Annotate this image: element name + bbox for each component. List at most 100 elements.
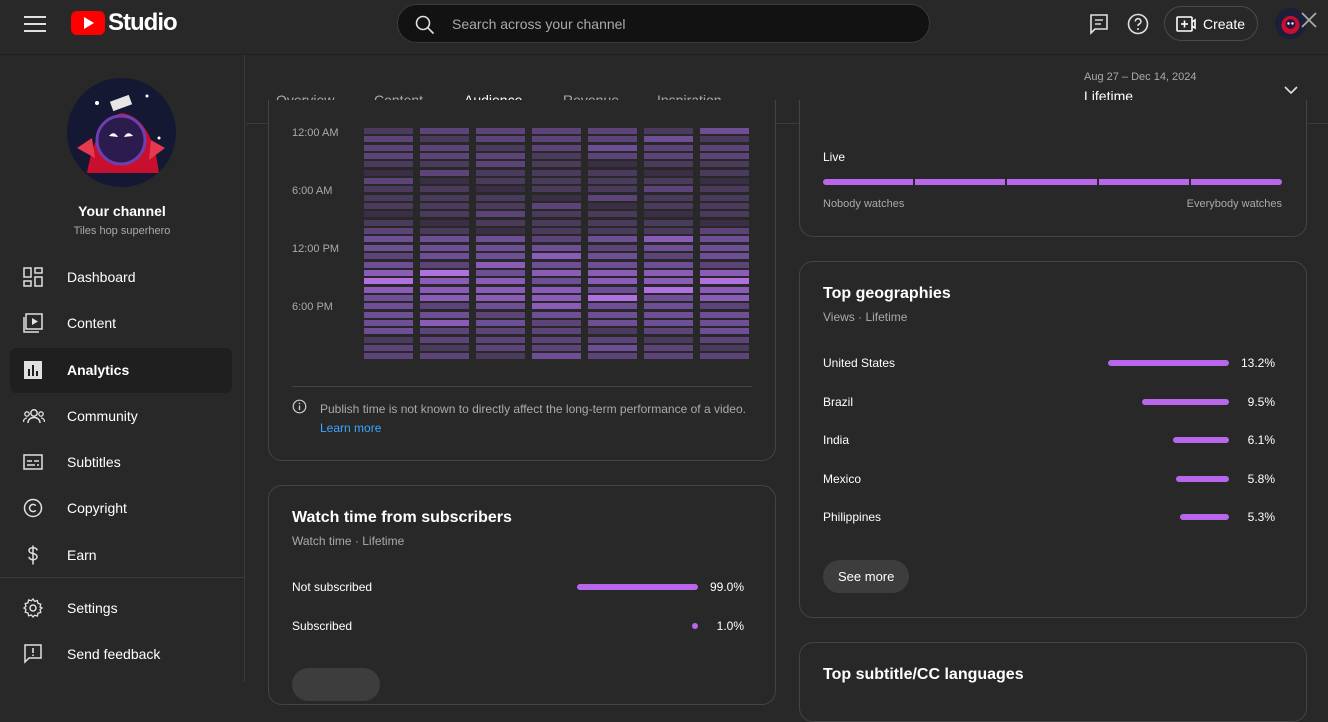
- app-title[interactable]: Studio: [108, 9, 178, 36]
- heatmap-cell: [532, 136, 581, 143]
- heatmap-cell: [532, 294, 581, 301]
- heatmap-cell: [364, 303, 413, 310]
- heatmap-cell: [700, 194, 749, 201]
- heatmap-cell: [588, 303, 637, 310]
- heatmap-cell: [532, 269, 581, 276]
- heatmap-cell: [420, 344, 469, 351]
- heatmap-cell: [532, 328, 581, 335]
- channel-avatar[interactable]: [67, 78, 176, 187]
- row-value: 9.5%: [1247, 394, 1275, 409]
- sidebar-item-content[interactable]: Content: [10, 301, 232, 346]
- geographies-card: [799, 261, 1307, 618]
- heatmap-cell: [364, 228, 413, 235]
- hour-label: 12:00 PM: [292, 243, 340, 255]
- search-input[interactable]: [452, 13, 902, 35]
- value-bar: [577, 584, 698, 590]
- heatmap-cell: [532, 228, 581, 235]
- search-bar[interactable]: [397, 4, 930, 43]
- sidebar-item-send-feedback[interactable]: Send feedback: [10, 632, 232, 677]
- heatmap-cell: [420, 136, 469, 143]
- info-icon[interactable]: [292, 399, 307, 414]
- heatmap-cell: [588, 161, 637, 168]
- heatmap-cell: [700, 211, 749, 218]
- heatmap-cell: [588, 211, 637, 218]
- heatmap-cell: [420, 236, 469, 243]
- account-avatar[interactable]: [1275, 8, 1306, 39]
- live-scale-segment: [1099, 179, 1189, 185]
- heatmap-cell: [644, 128, 693, 134]
- heatmap-cell: [588, 128, 637, 134]
- heatmap-cell: [588, 169, 637, 176]
- create-button[interactable]: Create: [1164, 6, 1258, 41]
- value-bar: [692, 623, 698, 629]
- sidebar-item-analytics[interactable]: Analytics: [10, 348, 232, 393]
- heatmap-cell: [532, 144, 581, 151]
- feedback-message-icon[interactable]: [1087, 12, 1111, 36]
- subtitles-icon: [23, 454, 43, 470]
- heatmap-cell: [700, 253, 749, 260]
- heatmap-cell: [588, 186, 637, 193]
- heatmap-cell: [364, 161, 413, 168]
- heatmap-cell: [364, 178, 413, 185]
- heatmap-cell: [700, 261, 749, 268]
- heatmap-cell: [420, 253, 469, 260]
- learn-more-link[interactable]: Learn more: [320, 421, 382, 435]
- heatmap-cell: [420, 203, 469, 210]
- heatmap-cell: [588, 203, 637, 210]
- heatmap-cell: [420, 178, 469, 185]
- row-label: United States: [823, 356, 896, 370]
- sidebar-item-copyright[interactable]: Copyright: [10, 486, 232, 531]
- row-value: 6.1%: [1247, 433, 1275, 448]
- heatmap-cell: [420, 219, 469, 226]
- row-label: Subscribed: [292, 619, 353, 633]
- heatmap-cell: [644, 294, 693, 301]
- heatmap-cell: [644, 261, 693, 268]
- heatmap-cell: [532, 319, 581, 326]
- subscribers-see-more-button[interactable]: [292, 668, 380, 701]
- close-icon[interactable]: [1298, 9, 1320, 31]
- value-bar: [1108, 360, 1229, 366]
- live-scale-left: Nobody watches: [823, 198, 905, 210]
- geographies-see-more-button[interactable]: See more: [823, 560, 910, 593]
- sidebar-item-subtitles[interactable]: Subtitles: [10, 440, 232, 485]
- heatmap-cell: [700, 219, 749, 226]
- heatmap-cell: [700, 319, 749, 326]
- sidebar-divider: [0, 577, 244, 578]
- heatmap-cell: [476, 353, 525, 360]
- heatmap-cell: [364, 194, 413, 201]
- heatmap-cell: [420, 211, 469, 218]
- channel-title[interactable]: Your channel: [78, 203, 166, 219]
- heatmap-cell: [476, 136, 525, 143]
- chevron-down-icon[interactable]: [1282, 81, 1300, 99]
- sidebar-item-label: Copyright: [67, 500, 127, 516]
- sidebar: Your channel Tiles hop superhero Dashboa…: [0, 55, 245, 682]
- heatmap-cell: [364, 219, 413, 226]
- help-icon[interactable]: [1126, 12, 1150, 36]
- heatmap-cell: [532, 344, 581, 351]
- heatmap-cell: [644, 153, 693, 160]
- heatmap-cell: [420, 153, 469, 160]
- heatmap-cell: [700, 236, 749, 243]
- heatmap-cell: [588, 294, 637, 301]
- heatmap-cell: [364, 211, 413, 218]
- sidebar-item-settings[interactable]: Settings: [10, 586, 232, 631]
- heatmap-cell: [476, 161, 525, 168]
- heatmap-cell: [364, 169, 413, 176]
- heatmap-cell: [476, 153, 525, 160]
- heatmap-cell: [532, 178, 581, 185]
- subtitle-languages-title: Top subtitle/CC languages: [823, 666, 1024, 683]
- note-text: Publish time is not known to directly af…: [320, 402, 746, 416]
- youtube-logo-icon[interactable]: [71, 11, 105, 35]
- sidebar-item-community[interactable]: Community: [10, 394, 232, 439]
- live-scale-right: Everybody watches: [1186, 198, 1282, 210]
- heatmap-cell: [644, 269, 693, 276]
- heatmap-cell: [364, 278, 413, 285]
- heatmap-cell: [588, 219, 637, 226]
- sidebar-item-earn[interactable]: Earn: [10, 533, 232, 578]
- heatmap-cell: [532, 186, 581, 193]
- sidebar-item-dashboard[interactable]: Dashboard: [10, 255, 232, 300]
- hour-label: 6:00 AM: [292, 185, 333, 197]
- search-icon[interactable]: [415, 15, 435, 35]
- menu-icon[interactable]: [24, 16, 46, 34]
- heatmap-cell: [644, 286, 693, 293]
